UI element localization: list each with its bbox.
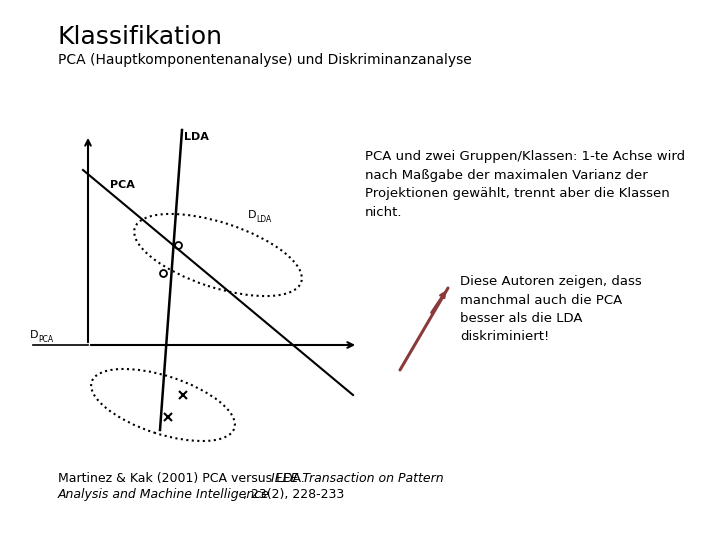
Text: D: D <box>30 330 38 340</box>
Text: IEEE Transaction on Pattern: IEEE Transaction on Pattern <box>271 472 444 485</box>
Text: D: D <box>248 210 256 220</box>
Text: PCA (Hauptkomponentenanalyse) und Diskriminanzanalyse: PCA (Hauptkomponentenanalyse) und Diskri… <box>58 53 472 67</box>
Text: , 23(2), 228-233: , 23(2), 228-233 <box>243 488 344 501</box>
Text: Analysis and Machine Intelligence: Analysis and Machine Intelligence <box>58 488 270 501</box>
Text: LDA: LDA <box>256 214 271 224</box>
Text: Martinez & Kak (2001) PCA versus LDA.: Martinez & Kak (2001) PCA versus LDA. <box>58 472 312 485</box>
Text: PCA: PCA <box>38 334 53 343</box>
Text: Klassifikation: Klassifikation <box>58 25 223 49</box>
Text: LDA: LDA <box>184 132 209 142</box>
Text: PCA: PCA <box>110 180 135 190</box>
Text: Diese Autoren zeigen, dass
manchmal auch die PCA
besser als die LDA
diskriminier: Diese Autoren zeigen, dass manchmal auch… <box>460 275 642 343</box>
Text: PCA und zwei Gruppen/Klassen: 1-te Achse wird
nach Maßgabe der maximalen Varianz: PCA und zwei Gruppen/Klassen: 1-te Achse… <box>365 150 685 219</box>
